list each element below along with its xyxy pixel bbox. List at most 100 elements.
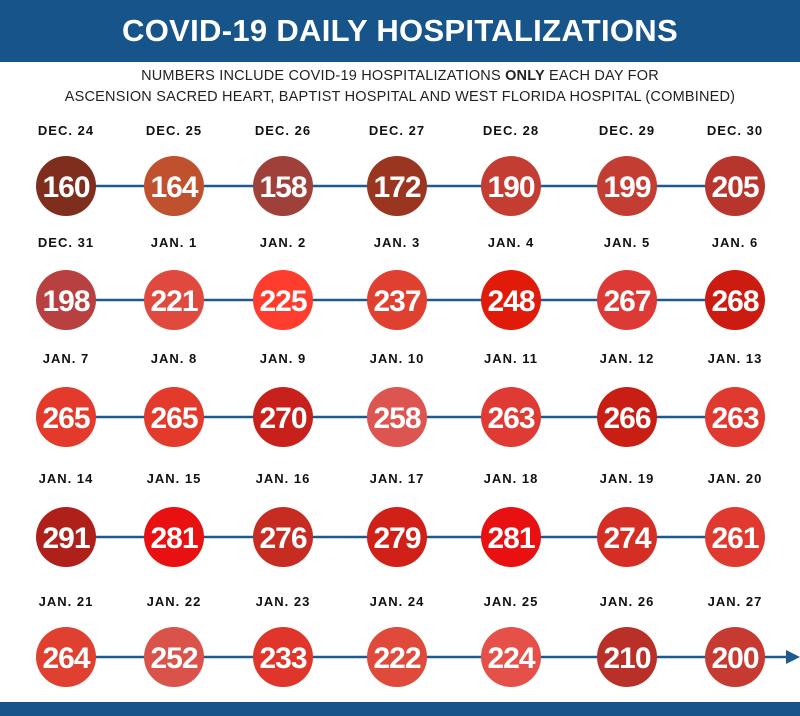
date-label: JAN. 23 <box>256 594 311 609</box>
data-point-circle <box>705 387 765 447</box>
data-label: 199 <box>603 171 650 204</box>
date-label: DEC. 28 <box>483 123 539 138</box>
date-label: JAN. 24 <box>370 594 425 609</box>
data-point-circle <box>481 507 541 567</box>
data-label: 279 <box>373 522 420 555</box>
data-label: 281 <box>150 522 197 555</box>
data-label: 160 <box>42 171 89 204</box>
date-label: JAN. 17 <box>370 471 425 486</box>
subtitle-text: NUMBERS INCLUDE COVID-19 HOSPITALIZATION… <box>141 68 506 84</box>
data-point-circle <box>253 387 313 447</box>
date-label: JAN. 18 <box>484 471 539 486</box>
data-point-circle <box>36 387 96 447</box>
data-label: 291 <box>42 522 89 555</box>
data-point-circle <box>597 270 657 330</box>
data-label: 263 <box>487 402 534 435</box>
date-label: JAN. 1 <box>151 235 197 250</box>
data-point-circle <box>597 627 657 687</box>
data-point-circle <box>144 270 204 330</box>
date-label: JAN. 8 <box>151 351 197 366</box>
data-point-circle <box>367 627 427 687</box>
data-point-circle <box>253 156 313 216</box>
data-label: 164 <box>150 171 198 204</box>
date-label: JAN. 13 <box>708 351 763 366</box>
data-label: 221 <box>150 285 197 318</box>
data-point-circle <box>705 627 765 687</box>
data-point-circle <box>144 387 204 447</box>
data-point-circle <box>705 507 765 567</box>
date-label: JAN. 19 <box>600 471 655 486</box>
page-title: COVID-19 DAILY HOSPITALIZATIONS <box>0 0 800 62</box>
date-label: DEC. 24 <box>38 123 94 138</box>
data-label: 281 <box>487 522 534 555</box>
data-label: 198 <box>42 285 89 318</box>
date-label: JAN. 11 <box>484 351 538 366</box>
data-point-circle <box>481 156 541 216</box>
data-point-circle <box>367 156 427 216</box>
date-label: JAN. 25 <box>484 594 539 609</box>
data-point-circle <box>36 627 96 687</box>
date-label: DEC. 27 <box>369 123 425 138</box>
date-label: JAN. 26 <box>600 594 655 609</box>
date-label: JAN. 7 <box>43 351 89 366</box>
data-label: 158 <box>259 171 306 204</box>
data-point-circle <box>367 507 427 567</box>
date-label: JAN. 3 <box>374 235 420 250</box>
data-label: 237 <box>373 285 420 318</box>
data-point-circle <box>144 627 204 687</box>
date-label: JAN. 22 <box>147 594 202 609</box>
data-label: 270 <box>259 402 306 435</box>
data-label: 264 <box>42 642 90 675</box>
data-label: 266 <box>603 402 650 435</box>
data-label: 205 <box>711 171 758 204</box>
data-point-circle <box>367 387 427 447</box>
data-point-circle <box>253 627 313 687</box>
date-label: JAN. 27 <box>708 594 763 609</box>
date-label: JAN. 20 <box>708 471 763 486</box>
data-point-circle <box>367 270 427 330</box>
date-label: JAN. 21 <box>39 594 94 609</box>
subtitle-emphasis: ONLY <box>505 68 545 84</box>
data-point-circle <box>253 507 313 567</box>
data-point-circle <box>705 270 765 330</box>
data-label: 267 <box>603 285 650 318</box>
data-label: 274 <box>603 522 651 555</box>
data-point-circle <box>253 270 313 330</box>
data-point-circle <box>597 507 657 567</box>
data-label: 276 <box>259 522 306 555</box>
date-label: JAN. 14 <box>39 471 94 486</box>
data-point-circle <box>144 156 204 216</box>
subtitle-text: EACH DAY FOR <box>544 68 659 84</box>
data-label: 248 <box>487 285 534 318</box>
date-label: DEC. 31 <box>38 235 94 250</box>
data-label: 268 <box>711 285 758 318</box>
data-label: 233 <box>259 642 306 675</box>
data-point-circle <box>481 387 541 447</box>
date-label: JAN. 2 <box>260 235 306 250</box>
date-label: JAN. 5 <box>604 235 650 250</box>
data-point-circle <box>705 156 765 216</box>
date-label: DEC. 30 <box>707 123 763 138</box>
data-point-circle <box>36 156 96 216</box>
date-label: DEC. 25 <box>146 123 202 138</box>
date-label: DEC. 26 <box>255 123 311 138</box>
data-label: 265 <box>42 402 89 435</box>
footer-bar <box>0 702 800 716</box>
date-label: JAN. 12 <box>600 351 655 366</box>
date-label: JAN. 10 <box>370 351 425 366</box>
data-label: 210 <box>603 642 650 675</box>
subtitle-line-2: ASCENSION SACRED HEART, BAPTIST HOSPITAL… <box>64 89 736 105</box>
data-label: 200 <box>711 642 758 675</box>
arrow-right-icon <box>786 650 800 664</box>
date-label: JAN. 15 <box>147 471 202 486</box>
subtitle-line-1: NUMBERS INCLUDE COVID-19 HOSPITALIZATION… <box>0 68 800 84</box>
date-label: JAN. 9 <box>260 351 306 366</box>
data-point-circle <box>144 507 204 567</box>
data-label: 252 <box>150 642 197 675</box>
data-point-circle <box>597 387 657 447</box>
data-label: 263 <box>711 402 758 435</box>
date-label: DEC. 29 <box>599 123 655 138</box>
data-point-circle <box>481 627 541 687</box>
data-point-circle <box>597 156 657 216</box>
